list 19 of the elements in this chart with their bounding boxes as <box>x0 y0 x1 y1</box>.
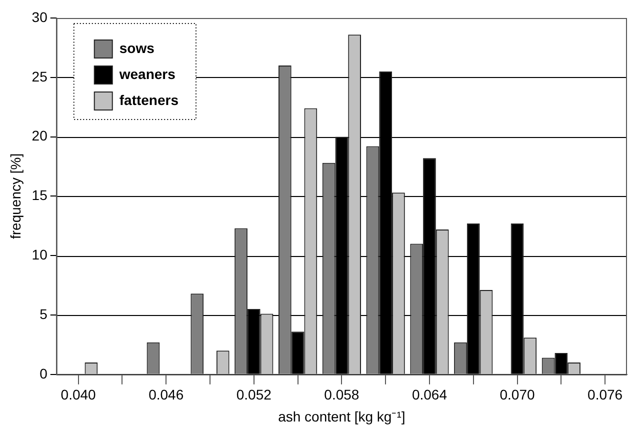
y-tick-label: 15 <box>32 187 48 204</box>
legend-label: sows <box>119 40 155 56</box>
x-axis-title: ash content [kg kg⁻¹] <box>278 408 406 424</box>
legend-label: fatteners <box>119 92 179 108</box>
y-tick-label: 20 <box>32 128 48 144</box>
y-tick-label: 25 <box>32 68 48 84</box>
legend-label: weaners <box>118 66 176 82</box>
y-tick-label: 0 <box>40 365 48 382</box>
y-tick-label: 30 <box>32 8 48 25</box>
x-tick-label: 0.040 <box>60 386 96 403</box>
y-tick-label: 10 <box>32 246 48 262</box>
x-tick-label: 0.076 <box>588 386 623 403</box>
y-axis-title: frequency [%] <box>7 153 24 240</box>
y-tick-label: 5 <box>40 306 48 322</box>
x-tick-label: 0.046 <box>148 386 184 403</box>
x-tick-label: 0.070 <box>500 386 535 403</box>
x-tick-label: 0.064 <box>412 386 448 403</box>
x-tick-label: 0.052 <box>236 386 272 403</box>
x-tick-label: 0.058 <box>324 386 360 403</box>
